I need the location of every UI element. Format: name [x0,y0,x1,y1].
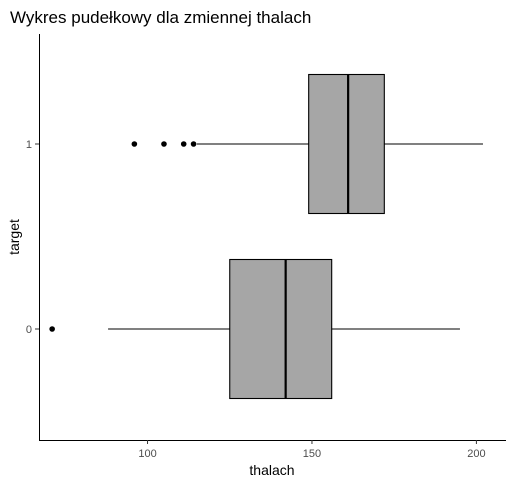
outlier-point [161,141,167,147]
iqr-box [229,258,333,400]
outlier-point [49,326,55,332]
box-1 [131,73,483,215]
y-tick-label: 1 [26,139,32,151]
box-0 [49,258,460,400]
y-axis-label: target [6,219,22,255]
boxes-layer [49,73,483,400]
x-axis-label: thalach [249,462,294,478]
y-ticks: 01 [26,139,39,336]
x-ticks: 100 150 200 [138,440,486,460]
x-tick-label: 200 [467,448,485,460]
outlier-point [190,141,197,147]
x-tick-label: 150 [303,448,321,460]
chart-title: Wykres pudełkowy dla zmiennej thalach [10,8,311,27]
outlier-point [180,141,187,147]
y-tick-label: 0 [26,324,32,336]
iqr-box [308,73,385,215]
outlier-point [131,141,138,147]
x-tick-label: 100 [138,448,156,460]
